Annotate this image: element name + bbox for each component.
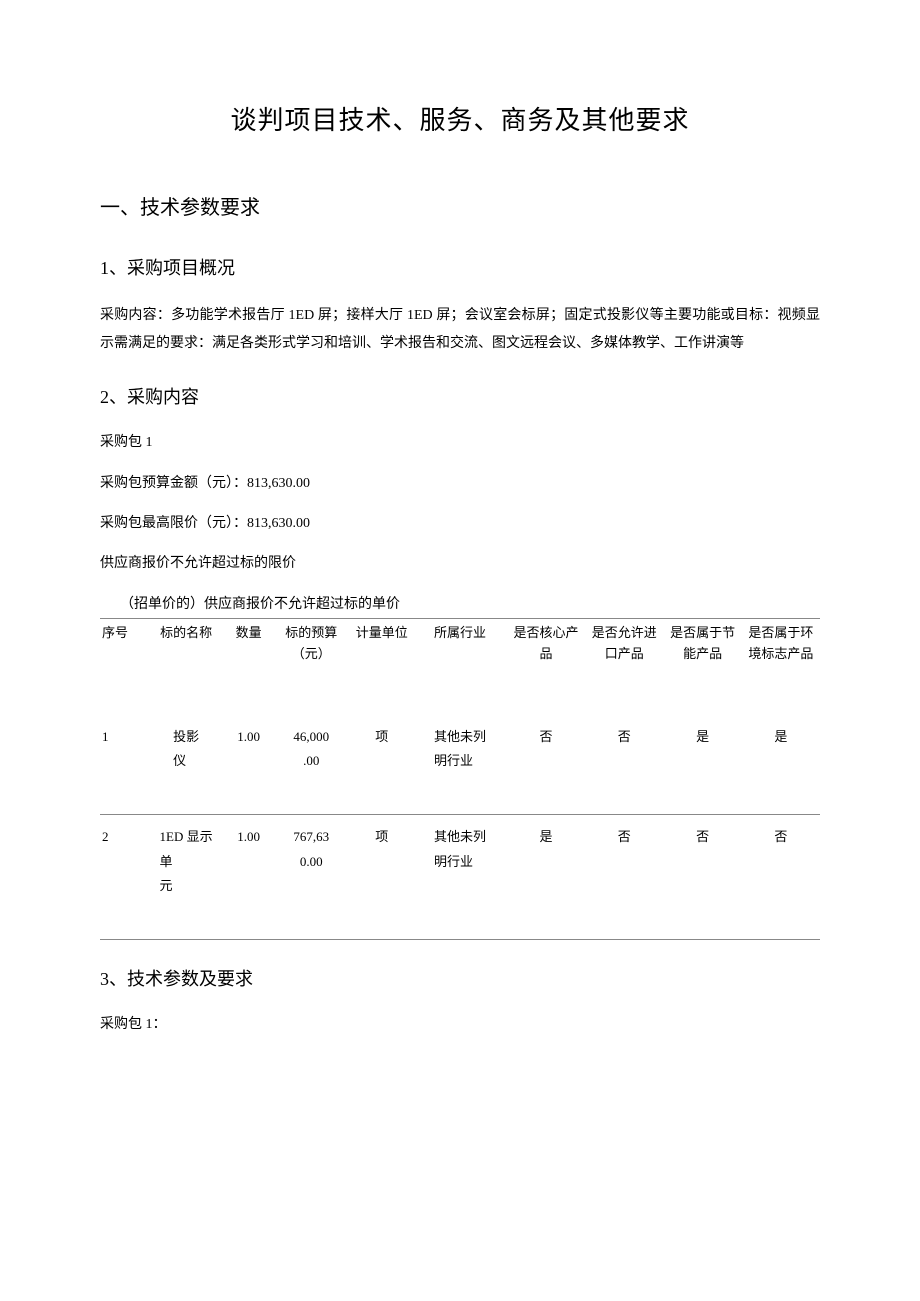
cell-energy: 否 xyxy=(663,815,741,940)
cell-name-l2: 仪 xyxy=(173,749,199,774)
cell-name: 投影 仪 xyxy=(147,715,225,815)
th-env: 是否属于环境标志产品 xyxy=(742,619,820,715)
cell-core: 是 xyxy=(507,815,585,940)
cell-industry: 其他未列 明行业 xyxy=(413,815,507,940)
cell-env: 是 xyxy=(742,715,820,815)
cell-name-l1: 投影 xyxy=(173,725,199,750)
th-seq: 序号 xyxy=(100,619,147,715)
cell-industry-l2: 明行业 xyxy=(434,850,486,875)
cell-name-l3: 元 xyxy=(160,874,213,899)
overview-text: 采购内容：多功能学术报告厅 1ED 屏；接样大厅 1ED 屏；会议室会标屏；固定… xyxy=(100,302,820,358)
document-title: 谈判项目技术、服务、商务及其他要求 xyxy=(100,100,820,142)
th-industry: 所属行业 xyxy=(413,619,507,715)
subsection-3-heading: 3、技术参数及要求 xyxy=(100,965,820,994)
cell-seq: 1 xyxy=(100,715,147,815)
cell-qty: 1.00 xyxy=(225,815,272,940)
package-label: 采购包 1 xyxy=(100,432,820,454)
cell-budget-l1: 767,63 xyxy=(274,825,348,850)
supplier-note: 供应商报价不允许超过标的限价 xyxy=(100,553,820,575)
cell-industry-l1: 其他未列 xyxy=(434,725,486,750)
table-row: 1 投影 仪 1.00 46,000 .00 项 其他未列 明行业 xyxy=(100,715,820,815)
cell-budget-l1: 46,000 xyxy=(274,725,348,750)
cell-name-l2: 单 xyxy=(160,850,213,875)
th-core: 是否核心产品 xyxy=(507,619,585,715)
cell-name-l1: 1ED 显示 xyxy=(160,825,213,850)
cell-unit: 项 xyxy=(350,815,413,940)
cell-budget-l2: .00 xyxy=(274,749,348,774)
cell-energy: 是 xyxy=(663,715,741,815)
th-budget: 标的预算（元） xyxy=(272,619,350,715)
cell-qty: 1.00 xyxy=(225,715,272,815)
cell-industry: 其他未列 明行业 xyxy=(413,715,507,815)
cell-industry-l1: 其他未列 xyxy=(434,825,486,850)
th-import: 是否允许进口产品 xyxy=(585,619,663,715)
sub3-package-label: 采购包 1： xyxy=(100,1014,820,1036)
procurement-table: 序号 标的名称 数量 标的预算（元） 计量单位 所属行业 是否核心产品 是否允许… xyxy=(100,618,820,940)
table-header-row: 序号 标的名称 数量 标的预算（元） 计量单位 所属行业 是否核心产品 是否允许… xyxy=(100,619,820,715)
cell-budget: 46,000 .00 xyxy=(272,715,350,815)
cell-import: 否 xyxy=(585,715,663,815)
cell-industry-l2: 明行业 xyxy=(434,749,486,774)
subsection-1-heading: 1、采购项目概况 xyxy=(100,254,820,283)
th-unit: 计量单位 xyxy=(350,619,413,715)
cell-budget: 767,63 0.00 xyxy=(272,815,350,940)
cell-name: 1ED 显示 单 元 xyxy=(147,815,225,940)
ceiling-label: 采购包最高限价（元）：813,630.00 xyxy=(100,513,820,535)
cell-unit: 项 xyxy=(350,715,413,815)
cell-seq: 2 xyxy=(100,815,147,940)
subsection-2-heading: 2、采购内容 xyxy=(100,383,820,412)
table-note: （招单价的）供应商报价不允许超过标的单价 xyxy=(120,594,820,616)
cell-core: 否 xyxy=(507,715,585,815)
th-qty: 数量 xyxy=(225,619,272,715)
procurement-table-wrap: （招单价的）供应商报价不允许超过标的单价 序号 标的名称 数量 标的预算（元） … xyxy=(100,594,820,940)
table-row: 2 1ED 显示 单 元 1.00 767,63 0.00 项 其他未列 xyxy=(100,815,820,940)
section-1-heading: 一、技术参数要求 xyxy=(100,192,820,224)
cell-import: 否 xyxy=(585,815,663,940)
th-energy: 是否属于节能产品 xyxy=(663,619,741,715)
th-name: 标的名称 xyxy=(147,619,225,715)
cell-env: 否 xyxy=(742,815,820,940)
cell-budget-l2: 0.00 xyxy=(274,850,348,875)
budget-label: 采购包预算金额（元）：813,630.00 xyxy=(100,473,820,495)
